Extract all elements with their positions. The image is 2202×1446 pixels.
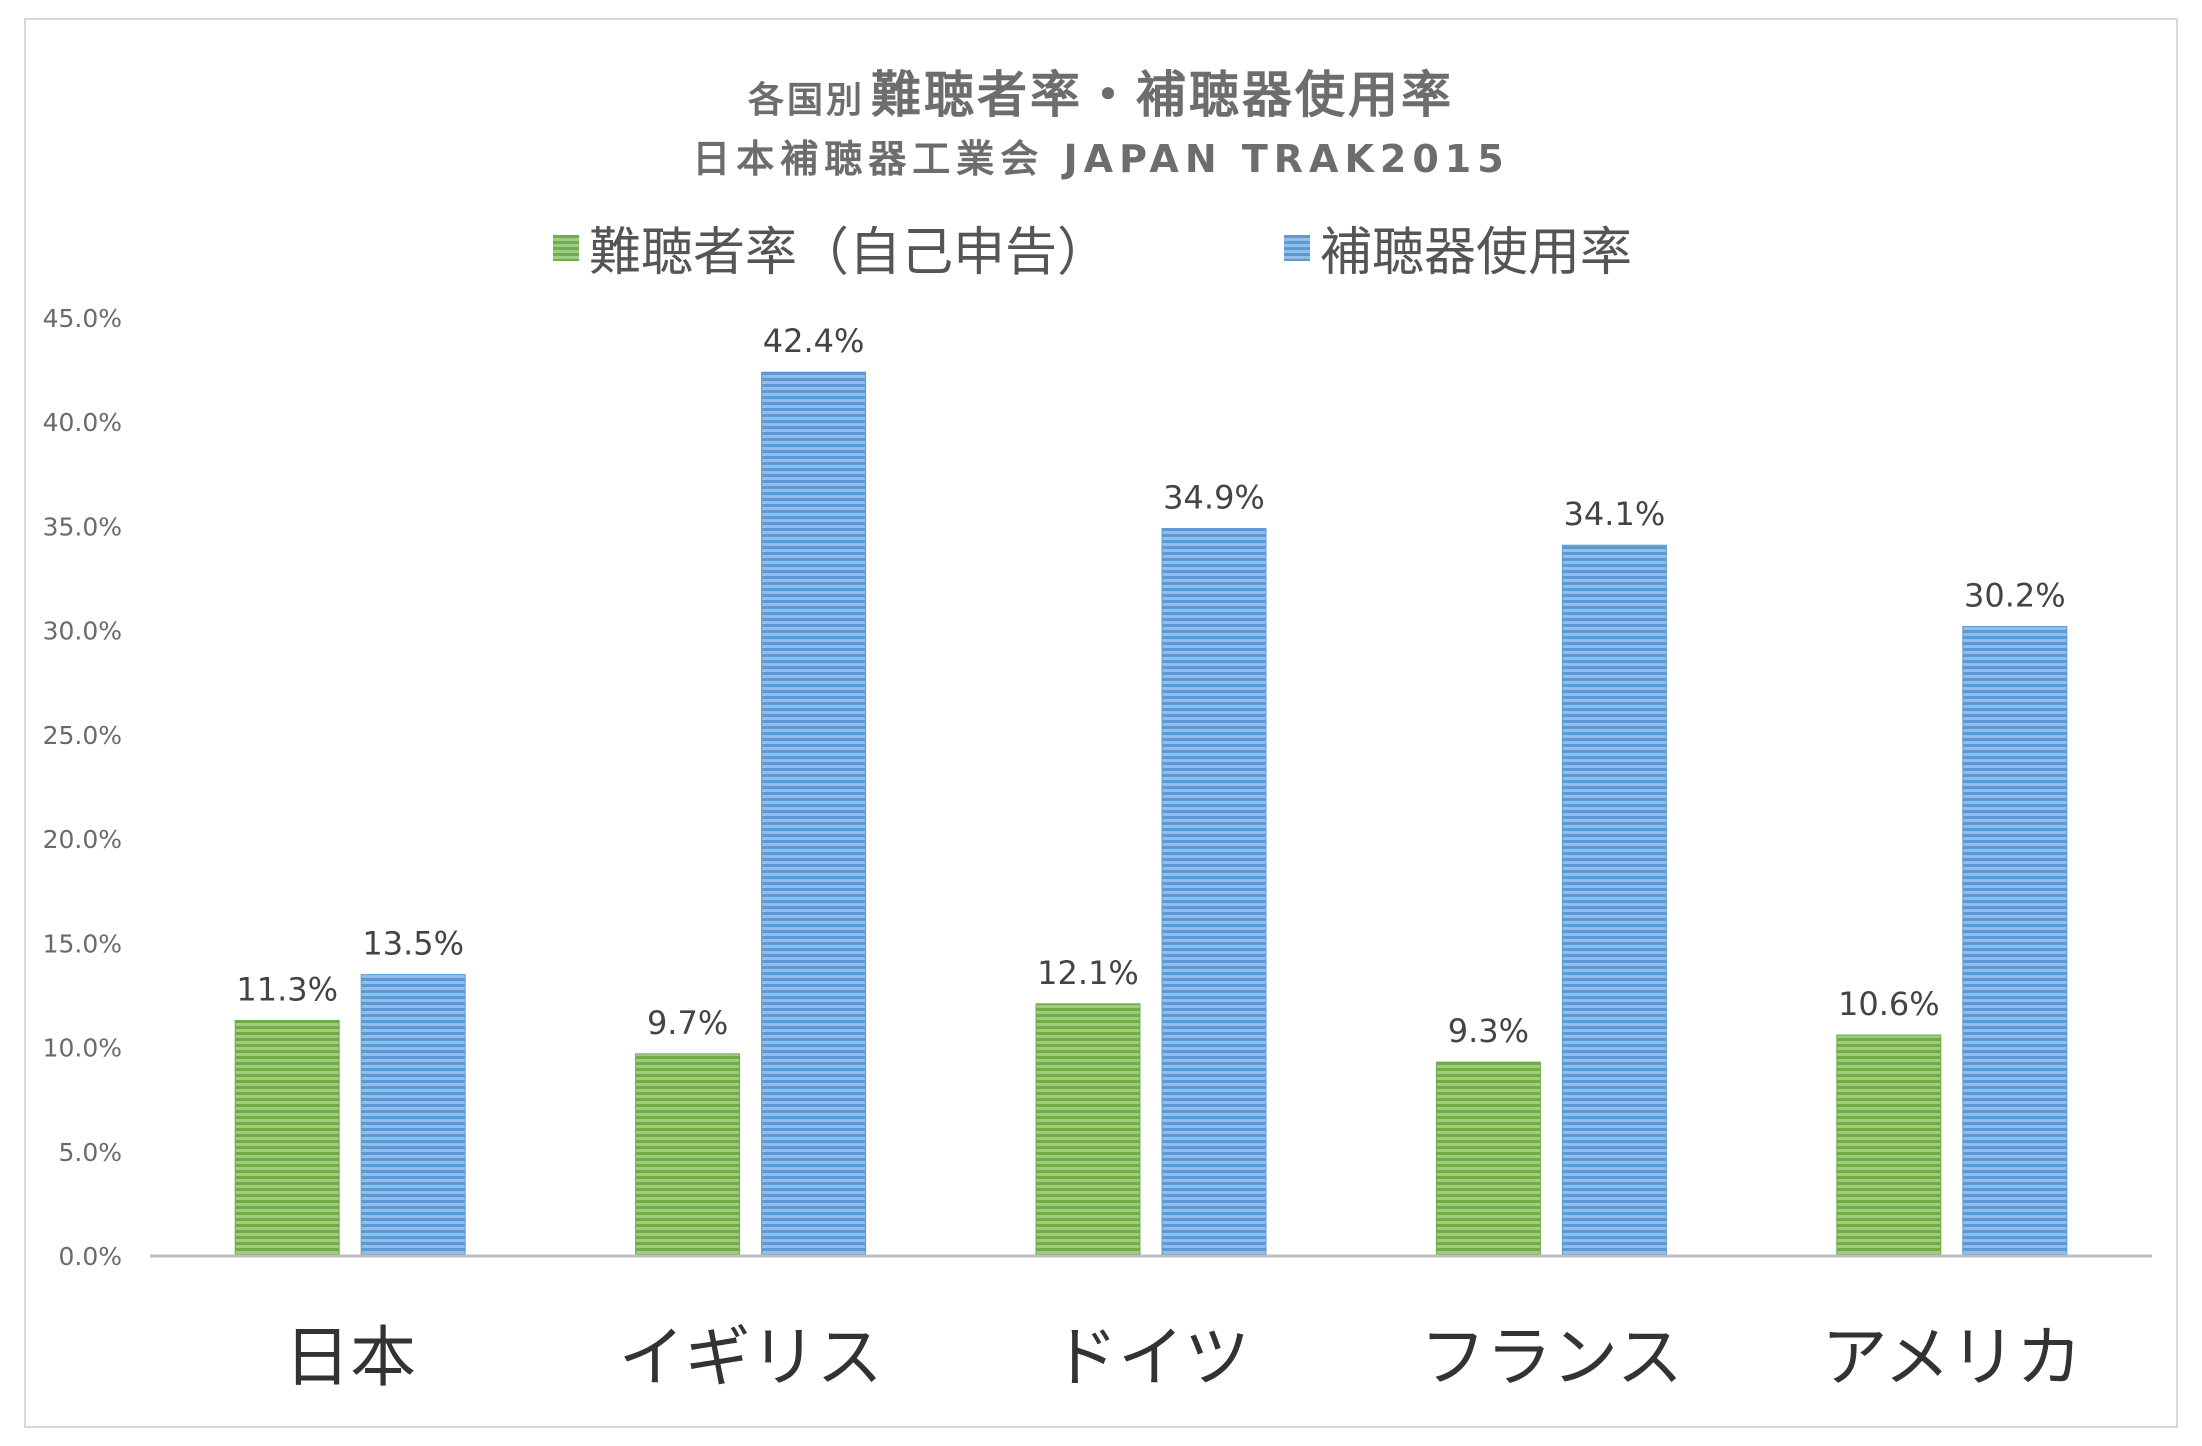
x-tick-label: 日本 — [284, 1319, 416, 1396]
bars — [234, 371, 2068, 1257]
data-label: 11.3% — [236, 970, 338, 1008]
legend-label-hearing-aid-usage-rate: 補聴器使用率 — [1320, 223, 1633, 283]
data-label: 34.1% — [1564, 495, 1666, 533]
x-tick-label: ドイツ — [1052, 1319, 1250, 1396]
x-axis: 日本 イギリス ドイツ フランス アメリカ — [150, 1254, 2152, 1396]
bar-hearing-loss-0 — [234, 1019, 340, 1257]
y-tick-label: 40.0% — [43, 408, 122, 437]
legend-swatch-green — [553, 234, 579, 261]
chart-title-text: 難聴者率・補聴器使用率 — [871, 66, 1454, 124]
data-label: 30.2% — [1964, 576, 2066, 614]
y-tick-label: 20.0% — [43, 825, 122, 854]
bar-hearing-loss-2 — [1035, 1003, 1141, 1257]
y-tick-label: 45.0% — [43, 304, 122, 333]
bar-hearing-aid-1 — [761, 371, 867, 1257]
legend-item-hearing-loss-rate: 難聴者率（自己申告） — [553, 210, 1109, 285]
data-label: 13.5% — [362, 925, 464, 963]
x-tick-label: アメリカ — [1821, 1319, 2082, 1396]
bar-hearing-aid-0 — [360, 974, 466, 1257]
x-tick-label: フランス — [1420, 1319, 1683, 1396]
x-tick-label: イギリス — [619, 1319, 883, 1396]
legend-swatch-blue — [1284, 234, 1310, 261]
bar-hearing-aid-4 — [1962, 625, 2068, 1257]
y-tick-label: 30.0% — [43, 617, 122, 646]
y-tick-label: 0.0% — [58, 1242, 122, 1271]
chart-title-prefix: 各国別 — [747, 80, 865, 121]
chart-title: 各国別 難聴者率・補聴器使用率 — [0, 55, 2202, 127]
chart-subtitle: 日本補聴器工業会 JAPAN TRAK2015 — [692, 137, 1510, 181]
data-label: 12.1% — [1037, 954, 1139, 992]
data-label: 10.6% — [1838, 985, 1940, 1023]
y-tick-label: 5.0% — [58, 1138, 122, 1167]
bar-hearing-aid-2 — [1161, 528, 1267, 1257]
data-label: 42.4% — [763, 322, 865, 360]
y-tick-label: 15.0% — [43, 929, 122, 958]
y-axis: 0.0% 5.0% 10.0% 15.0% 20.0% 25.0% 30.0% 35.0% 40… — [43, 304, 122, 1271]
y-tick-label: 10.0% — [43, 1034, 122, 1063]
bar-hearing-loss-1 — [635, 1053, 741, 1257]
y-tick-label: 35.0% — [43, 512, 122, 541]
data-label: 9.3% — [1448, 1012, 1529, 1050]
legend-item-hearing-aid-usage-rate: 補聴器使用率 — [1284, 210, 1632, 285]
data-labels: 11.3% 13.5% 9.7% 42.4% 12.1% 34.9% 9.3% 34.1% 10… — [236, 322, 2065, 1050]
bar-hearing-loss-3 — [1435, 1061, 1541, 1257]
legend-label-hearing-loss-rate: 難聴者率（自己申告） — [589, 223, 1110, 283]
bar-hearing-aid-3 — [1561, 544, 1667, 1257]
data-label: 9.7% — [647, 1004, 728, 1042]
bar-hearing-loss-4 — [1836, 1034, 1942, 1257]
data-label: 34.9% — [1163, 479, 1265, 517]
y-tick-label: 25.0% — [43, 721, 122, 750]
